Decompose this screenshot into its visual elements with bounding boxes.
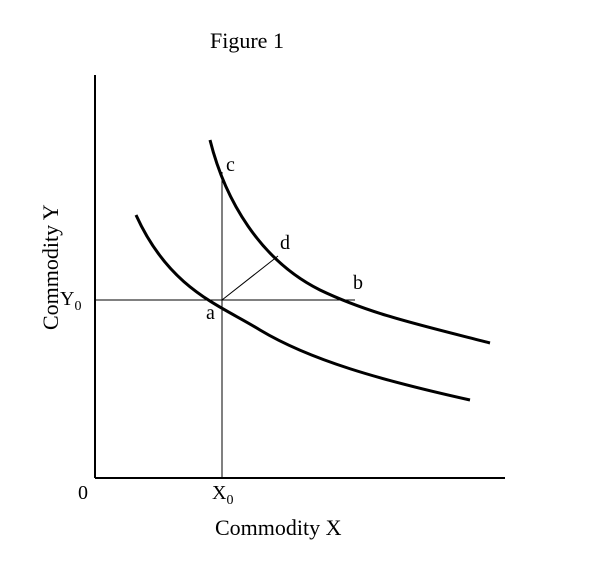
x-axis-label: Commodity X bbox=[215, 515, 342, 541]
point-b-label: b bbox=[353, 272, 363, 295]
x0-sub: 0 bbox=[226, 493, 233, 508]
x0-main: X bbox=[212, 482, 226, 504]
figure-container: Figure 1 Commodity Y Commodity X 0 X0 Y0… bbox=[0, 0, 590, 568]
figure-title: Figure 1 bbox=[210, 28, 284, 54]
point-a-label: a bbox=[206, 302, 215, 325]
y0-sub: 0 bbox=[74, 299, 81, 314]
origin-label: 0 bbox=[78, 482, 88, 505]
x0-tick-label: X0 bbox=[212, 482, 233, 509]
guide-diagonal-ad bbox=[222, 256, 278, 300]
y0-main: Y bbox=[60, 288, 74, 310]
upper-curve bbox=[210, 140, 490, 343]
chart-svg bbox=[0, 0, 590, 568]
y0-tick-label: Y0 bbox=[60, 288, 81, 315]
lower-curve bbox=[136, 215, 470, 400]
point-d-label: d bbox=[280, 232, 290, 255]
point-c-label: c bbox=[226, 154, 235, 177]
